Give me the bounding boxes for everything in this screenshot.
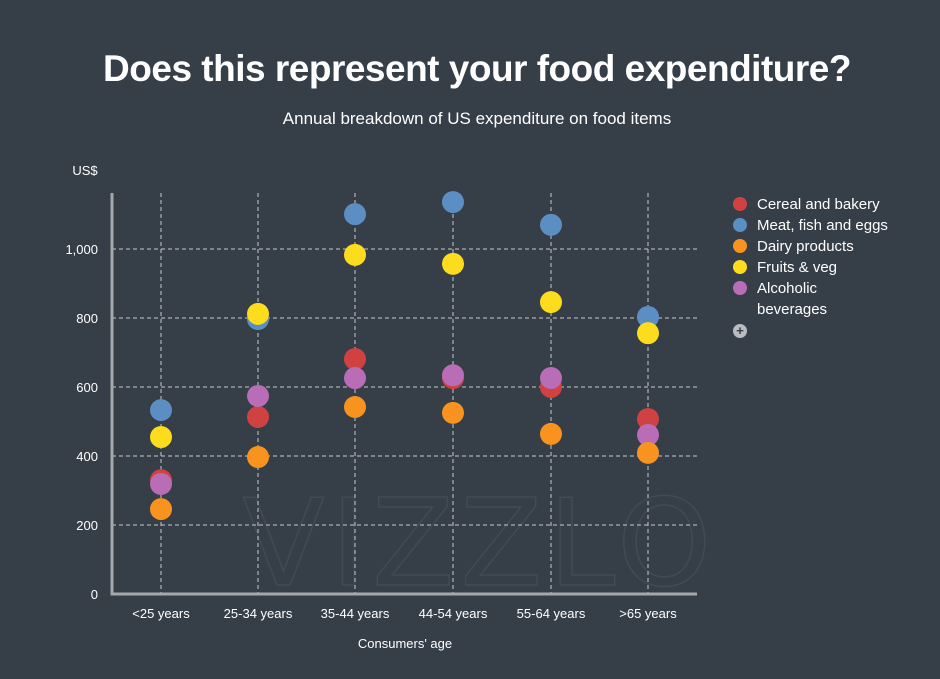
y-tick-label: 1,000: [65, 242, 98, 257]
data-point-dairy-products[interactable]: [150, 498, 172, 521]
x-tick-label: >65 years: [619, 606, 677, 621]
data-point-meat-fish-and-eggs[interactable]: [344, 203, 366, 226]
x-tick-label: 55-64 years: [517, 606, 586, 621]
data-point-dairy-products[interactable]: [442, 401, 464, 424]
data-point-fruits-veg[interactable]: [540, 291, 562, 314]
x-tick-label: 35-44 years: [321, 606, 390, 621]
data-point-dairy-products[interactable]: [540, 422, 562, 445]
legend-marker-icon: [733, 218, 747, 232]
data-point-dairy-products[interactable]: [637, 441, 659, 464]
x-axis-label: Consumers' age: [358, 636, 452, 651]
legend-item[interactable]: Alcoholic beverages: [733, 278, 923, 320]
data-point-alcoholic-beverages[interactable]: [247, 384, 269, 407]
watermark-logo: VIZZLO: [242, 474, 718, 615]
legend-marker-icon: [733, 281, 747, 295]
legend-marker-icon: [733, 197, 747, 211]
legend-label: Dairy products: [757, 238, 854, 255]
data-point-fruits-veg[interactable]: [637, 322, 659, 345]
legend-marker-icon: [733, 260, 747, 274]
data-point-fruits-veg[interactable]: [247, 302, 269, 325]
data-points: [150, 191, 659, 521]
data-point-fruits-veg[interactable]: [344, 243, 366, 266]
legend-item[interactable]: Cereal and bakery: [733, 194, 923, 215]
x-tick-label: 25-34 years: [224, 606, 293, 621]
x-tick-label: <25 years: [132, 606, 190, 621]
plus-circle-icon[interactable]: +: [733, 324, 747, 338]
data-point-meat-fish-and-eggs[interactable]: [442, 191, 464, 214]
data-point-fruits-veg[interactable]: [442, 252, 464, 275]
legend-label: Fruits & veg: [757, 259, 838, 276]
watermark-text: VIZZLO: [243, 475, 718, 614]
data-point-fruits-veg[interactable]: [150, 426, 172, 449]
legend-label: Alcoholic beverages: [757, 280, 828, 318]
data-point-dairy-products[interactable]: [344, 396, 366, 419]
data-point-cereal-and-bakery[interactable]: [247, 406, 269, 429]
data-point-meat-fish-and-eggs[interactable]: [540, 213, 562, 236]
y-tick-label: 400: [76, 449, 98, 464]
data-point-alcoholic-beverages[interactable]: [442, 364, 464, 387]
legend-item[interactable]: Meat, fish and eggs: [733, 215, 923, 236]
data-point-alcoholic-beverages[interactable]: [540, 367, 562, 390]
data-point-alcoholic-beverages[interactable]: [150, 472, 172, 495]
y-tick-label: 200: [76, 518, 98, 533]
chart-title: Does this represent your food expenditur…: [103, 48, 851, 89]
tick-labels: 0 200 400 600 800 1,000 <25 years 25-34 years 35…: [65, 242, 677, 621]
chart-subtitle: Annual breakdown of US expenditure on fo…: [282, 109, 672, 128]
data-point-alcoholic-beverages[interactable]: [344, 367, 366, 390]
legend: Cereal and bakery Meat, fish and eggs Dair…: [733, 194, 923, 338]
data-point-dairy-products[interactable]: [247, 446, 269, 469]
axes: [110, 193, 697, 596]
legend-item[interactable]: Dairy products: [733, 236, 923, 257]
data-point-cereal-and-bakery[interactable]: [637, 408, 659, 431]
legend-label: Meat, fish and eggs: [757, 217, 888, 234]
data-point-alcoholic-beverages[interactable]: [637, 423, 659, 446]
legend-item[interactable]: Fruits & veg: [733, 257, 923, 278]
y-tick-label: 600: [76, 380, 98, 395]
data-point-meat-fish-and-eggs[interactable]: [150, 399, 172, 422]
legend-marker-icon: [733, 239, 747, 253]
y-axis-label: US$: [72, 163, 98, 178]
x-tick-label: 44-54 years: [419, 606, 488, 621]
data-point-meat-fish-and-eggs[interactable]: [637, 305, 659, 328]
y-tick-label: 800: [76, 311, 98, 326]
legend-label: Cereal and bakery: [757, 196, 880, 213]
y-tick-label: 0: [91, 587, 98, 602]
data-point-cereal-and-bakery[interactable]: [344, 348, 366, 371]
